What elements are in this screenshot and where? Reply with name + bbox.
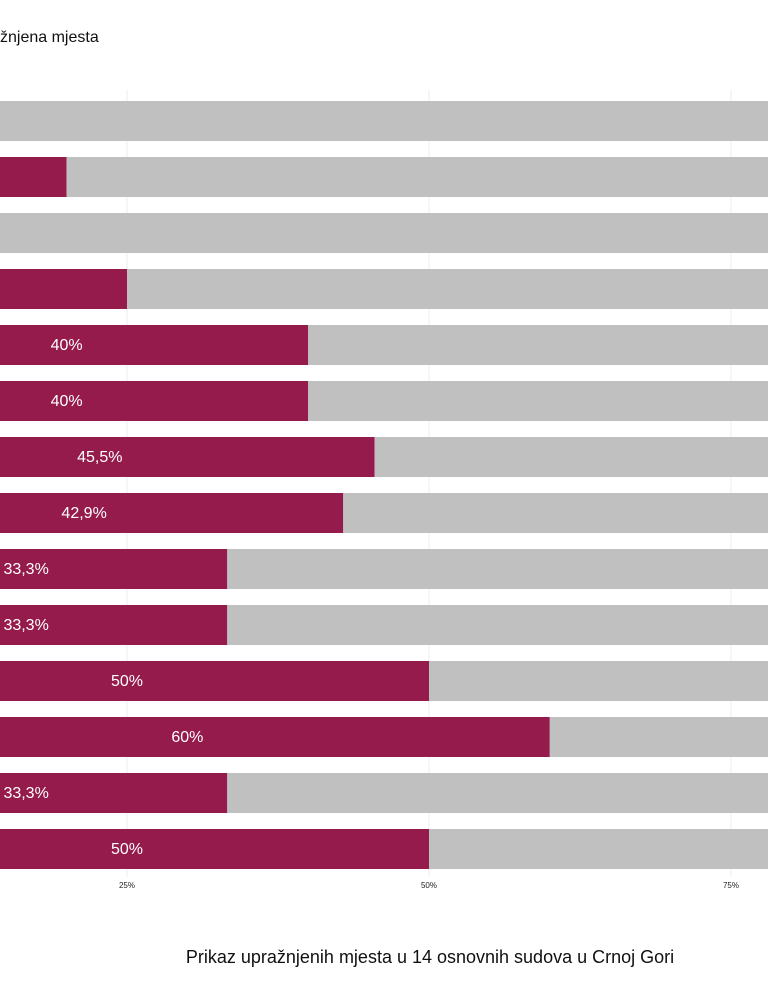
bar-segment [0, 661, 429, 701]
bar-segment [0, 829, 429, 869]
bar-segment [227, 549, 768, 589]
bar-segment [429, 661, 768, 701]
bar-segment [0, 269, 127, 309]
legend-label: žnjena mjesta [0, 29, 99, 46]
bar-segment [549, 717, 768, 757]
value-label: 60% [171, 729, 203, 746]
bar-segment [0, 101, 768, 141]
caption: Prikaz upražnjenih mjesta u 14 osnovnih … [186, 947, 674, 967]
value-label: 45,5% [77, 449, 122, 466]
bar-segment [374, 437, 768, 477]
bar-segment [308, 381, 768, 421]
bar-segment [0, 437, 375, 477]
x-tick-label: 50% [421, 881, 437, 890]
bar-segment [0, 493, 344, 533]
value-label: 42,9% [61, 505, 106, 522]
bar-segment [0, 549, 228, 589]
bar-segment [429, 829, 768, 869]
bar-segment [0, 717, 550, 757]
x-tick-label: 75% [723, 881, 739, 890]
bar-segment [343, 493, 768, 533]
value-label: 50% [111, 841, 143, 858]
value-label: 33,3% [3, 617, 48, 634]
value-label: 40% [51, 393, 83, 410]
bar-segment [0, 605, 228, 645]
bar-segment [308, 325, 768, 365]
bar-segment [0, 381, 309, 421]
bar-segment [0, 773, 228, 813]
bar-segment [66, 157, 768, 197]
value-label: 50% [111, 673, 143, 690]
x-tick-label: 25% [119, 881, 135, 890]
value-label: 33,3% [3, 785, 48, 802]
bar-segment [127, 269, 768, 309]
value-label: 33,3% [3, 561, 48, 578]
bar-segment [227, 605, 768, 645]
bar-segment [227, 773, 768, 813]
value-label: 40% [51, 337, 83, 354]
bar-segment [0, 157, 67, 197]
bar-segment [0, 325, 309, 365]
bar-segment [0, 213, 768, 253]
